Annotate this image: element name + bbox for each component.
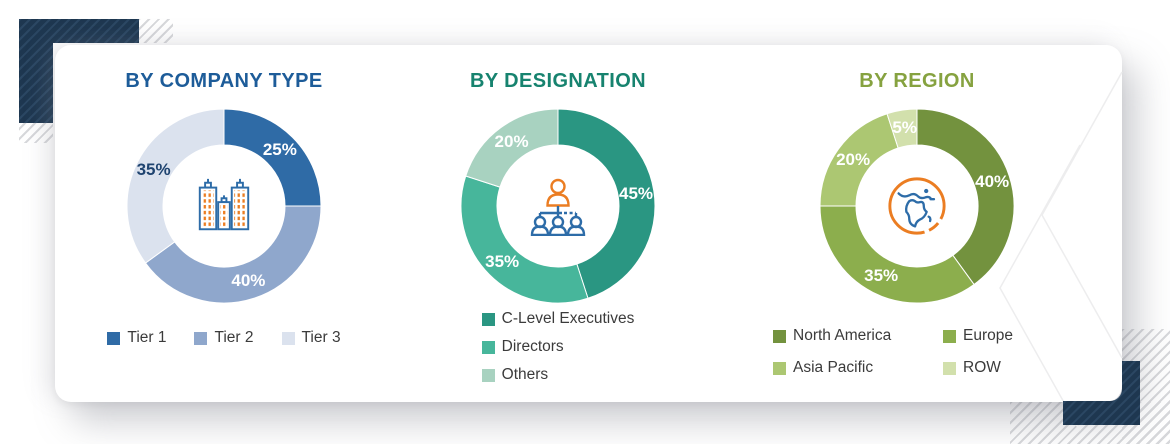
donut-svg	[819, 108, 1015, 304]
legend-label: Directors	[501, 338, 564, 355]
chart-designation: BY DESIGNATION 45% 35% 20% C-Level Executi…	[408, 45, 708, 402]
slice-value-label: 40%	[975, 171, 1010, 191]
legend-swatch	[773, 329, 786, 343]
legend-swatch	[773, 361, 786, 375]
legend-item-row: ROW	[943, 359, 1013, 377]
legend-designation: C-Level Executives Directors Others	[481, 310, 635, 384]
bottom-right-hatch-decoration	[1010, 402, 1170, 444]
top-left-corner-accent	[19, 19, 53, 123]
legend-item-europe: Europe	[943, 327, 1013, 345]
legend-item-north-america: North America	[773, 327, 943, 345]
legend-item-tier-3: Tier 3	[281, 329, 341, 347]
chart-title-region: BY REGION	[859, 70, 975, 92]
legend-company-type: Tier 1 Tier 2 Tier 3	[74, 329, 374, 347]
donut-slice-north-america	[916, 108, 1015, 286]
donut-slice-tier-2	[144, 205, 322, 304]
donut-region: 40% 35% 20% 5%	[817, 106, 1017, 306]
buildings-icon	[193, 175, 255, 237]
legend-label: Asia Pacific	[793, 359, 874, 376]
legend-item-c-level-executives: C-Level Executives	[481, 310, 635, 328]
org-chart-icon	[526, 176, 590, 236]
donut-company-type: 25% 40% 35%	[124, 106, 324, 306]
donut-svg	[460, 108, 656, 304]
donut-slice-c-level-executives	[557, 108, 656, 299]
legend-item-others: Others	[481, 366, 549, 384]
donut-svg	[126, 108, 322, 304]
legend-label: Tier 3	[301, 329, 341, 346]
donut-slice-directors	[460, 175, 589, 304]
legend-swatch	[481, 312, 495, 326]
legend-swatch	[943, 361, 956, 375]
chart-title-designation: BY DESIGNATION	[470, 70, 646, 92]
legend-label: C-Level Executives	[501, 310, 635, 327]
legend-item-tier-1: Tier 1	[107, 329, 166, 347]
legend-swatch	[481, 368, 495, 382]
legend-label: ROW	[963, 359, 1001, 376]
slice-value-label: 20%	[836, 149, 871, 169]
chart-region: BY REGION 40% 35% 20% 5% North America Europ…	[767, 45, 1067, 402]
legend-item-directors: Directors	[481, 338, 564, 356]
legend-swatch	[107, 331, 121, 345]
donut-slice-row	[886, 108, 918, 149]
donut-slice-tier-3	[126, 108, 225, 264]
slice-value-label: 35%	[485, 251, 520, 271]
legend-label: North America	[793, 327, 892, 344]
globe-icon	[886, 175, 948, 237]
legend-label: Tier 1	[127, 329, 167, 346]
slice-value-label: 35%	[136, 160, 171, 180]
donut-slice-others	[465, 108, 559, 188]
slice-value-label: 40%	[231, 271, 266, 291]
legend-swatch	[481, 340, 495, 354]
chart-company-type: BY COMPANY TYPE 25% 40% 35% Tier 1 Tier 2 Ti…	[74, 45, 374, 402]
slice-value-label: 45%	[619, 183, 654, 203]
legend-region: North America Europe Asia Pacific ROW	[767, 327, 1067, 377]
legend-swatch	[281, 331, 295, 345]
legend-swatch	[943, 329, 956, 343]
donut-designation: 45% 35% 20%	[458, 106, 658, 306]
chart-title-company-type: BY COMPANY TYPE	[125, 70, 323, 92]
slice-value-label: 20%	[494, 132, 529, 152]
legend-swatch	[194, 331, 208, 345]
slice-value-label: 25%	[262, 140, 297, 160]
slice-value-label: 35%	[864, 266, 899, 286]
donut-slice-europe	[819, 205, 975, 304]
legend-label: Europe	[963, 327, 1013, 344]
slice-value-label: 5%	[892, 117, 917, 137]
legend-label: Others	[501, 366, 549, 383]
legend-item-asia-pacific: Asia Pacific	[773, 359, 943, 377]
legend-label: Tier 2	[214, 329, 254, 346]
legend-item-tier-2: Tier 2	[194, 329, 254, 347]
charts-card: BY COMPANY TYPE 25% 40% 35% Tier 1 Tier 2 Ti…	[55, 45, 1122, 402]
